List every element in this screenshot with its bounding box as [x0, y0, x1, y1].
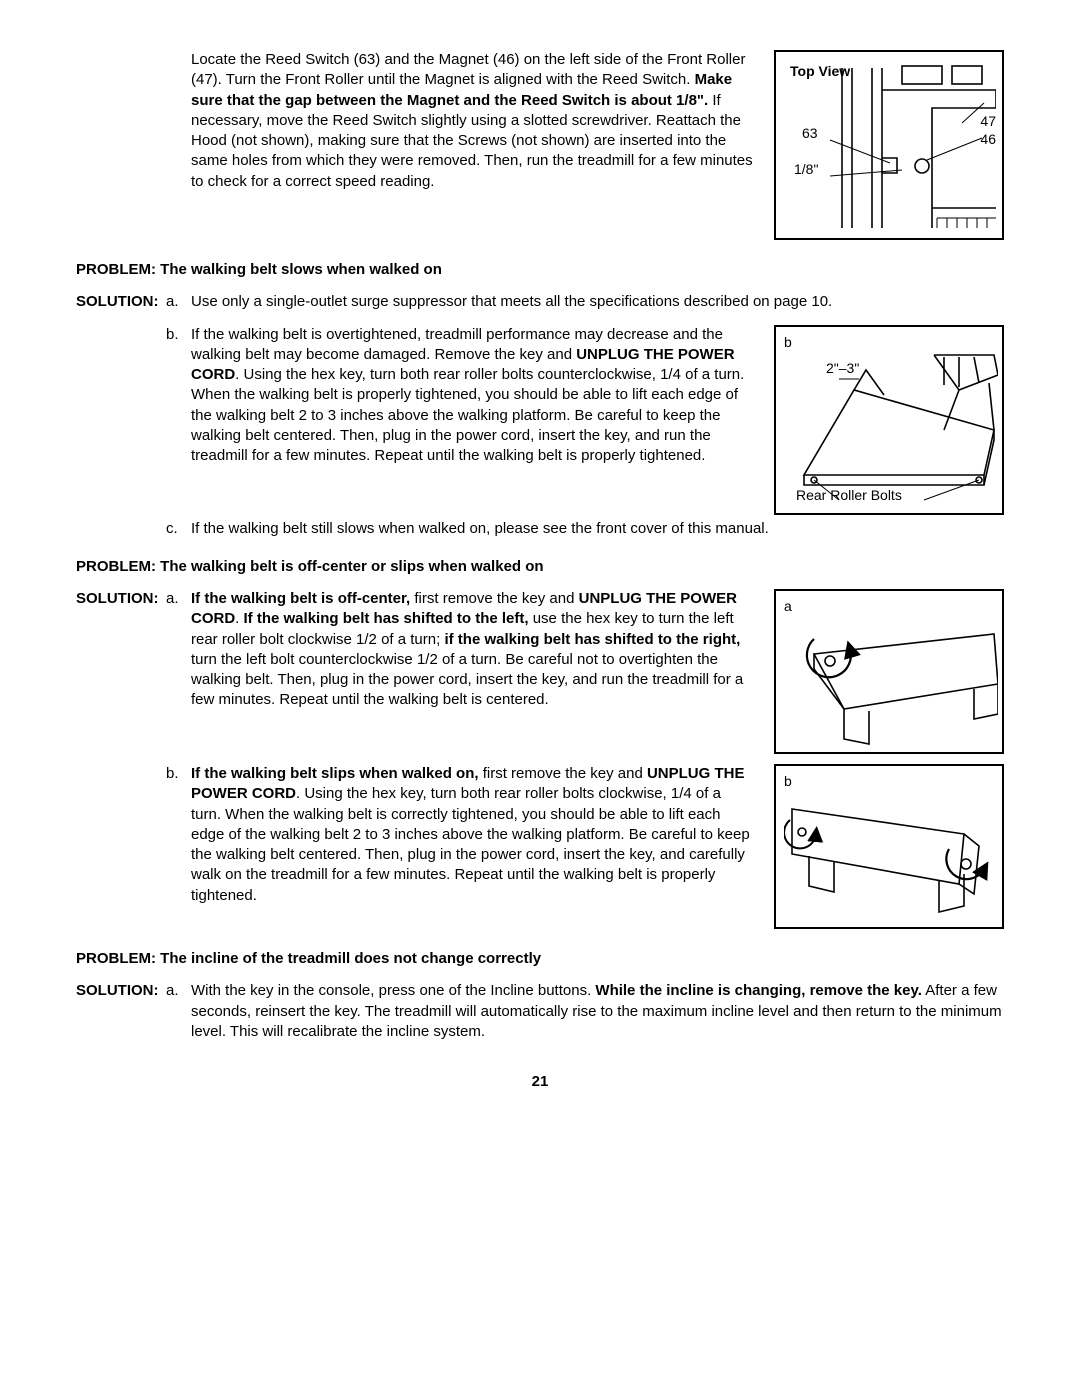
fig1-svg [782, 58, 996, 234]
fig2-caption: Rear Roller Bolts [796, 486, 902, 505]
p2-b: b. If the walking belt slips when walked… [166, 764, 754, 906]
problem2-a-row: SOLUTION: a. If the walking belt is off-… [76, 589, 1004, 754]
figure-1: Top View [774, 50, 1004, 240]
p3-a-body: With the key in the console, press one o… [191, 981, 1004, 1042]
p1-c-text: If the walking belt still slows when wal… [191, 519, 1004, 539]
problem1-heading: PROBLEM: The walking belt slows when wal… [76, 260, 1004, 280]
figure-3: a [774, 589, 1004, 754]
p1-b-body: If the walking belt is overtightened, tr… [191, 325, 754, 467]
problem1-b-row: b. If the walking belt is overtightened,… [76, 325, 1004, 515]
intro-row: Locate the Reed Switch (63) and the Magn… [76, 50, 1004, 240]
figure-4: b [774, 764, 1004, 929]
solution-label-2: SOLUTION: [76, 589, 166, 711]
p2-a-col: SOLUTION: a. If the walking belt is off-… [76, 589, 754, 754]
fig2-label: b [784, 333, 792, 352]
p2-a: SOLUTION: a. If the walking belt is off-… [76, 589, 754, 711]
p2-a-body: If the walking belt is off-center, first… [191, 589, 754, 711]
p2-b-body: If the walking belt slips when walked on… [191, 764, 754, 906]
problem2-heading: PROBLEM: The walking belt is off-center … [76, 557, 1004, 577]
intro-pre: Locate the Reed Switch (63) and the Magn… [191, 51, 745, 88]
fig4-label: b [784, 772, 792, 791]
fig1-47: 47 [980, 112, 996, 131]
fig2-measure: 2"–3" [826, 359, 859, 378]
p2-b-letter: b. [166, 764, 191, 906]
intro-text: Locate the Reed Switch (63) and the Magn… [191, 50, 754, 240]
problem1-a: SOLUTION: a. Use only a single-outlet su… [76, 292, 1004, 312]
page-number: 21 [76, 1072, 1004, 1092]
p3-a-letter: a. [166, 981, 191, 1042]
solution-label: SOLUTION: [76, 292, 166, 312]
solution-label-3: SOLUTION: [76, 981, 166, 1042]
p1-b-textcol: b. If the walking belt is overtightened,… [76, 325, 754, 515]
fig3-label: a [784, 597, 792, 616]
figure-2: b [774, 325, 1004, 515]
p1-a-letter: a. [166, 292, 191, 312]
p3-a: SOLUTION: a. With the key in the console… [76, 981, 1004, 1042]
fig1-title: Top View [790, 62, 850, 81]
p2-a-letter: a. [166, 589, 191, 711]
p1-b-letter: b. [166, 325, 191, 467]
p1-a-text: Use only a single-outlet surge suppresso… [191, 292, 1004, 312]
fig3-svg [784, 599, 998, 749]
p1-c-letter: c. [166, 519, 191, 539]
p1-b: b. If the walking belt is overtightened,… [166, 325, 754, 467]
fig1-gap: 1/8" [794, 160, 818, 179]
fig1-63: 63 [802, 124, 818, 143]
p2-b-col: b. If the walking belt slips when walked… [76, 764, 754, 929]
intro-paragraph: Locate the Reed Switch (63) and the Magn… [191, 50, 754, 192]
fig1-46: 46 [980, 130, 996, 149]
problem3-heading: PROBLEM: The incline of the treadmill do… [76, 949, 1004, 969]
problem2-b-row: b. If the walking belt slips when walked… [76, 764, 1004, 929]
fig4-svg [784, 774, 998, 924]
fig2-svg [784, 335, 998, 509]
p1-c: c. If the walking belt still slows when … [166, 519, 1004, 539]
